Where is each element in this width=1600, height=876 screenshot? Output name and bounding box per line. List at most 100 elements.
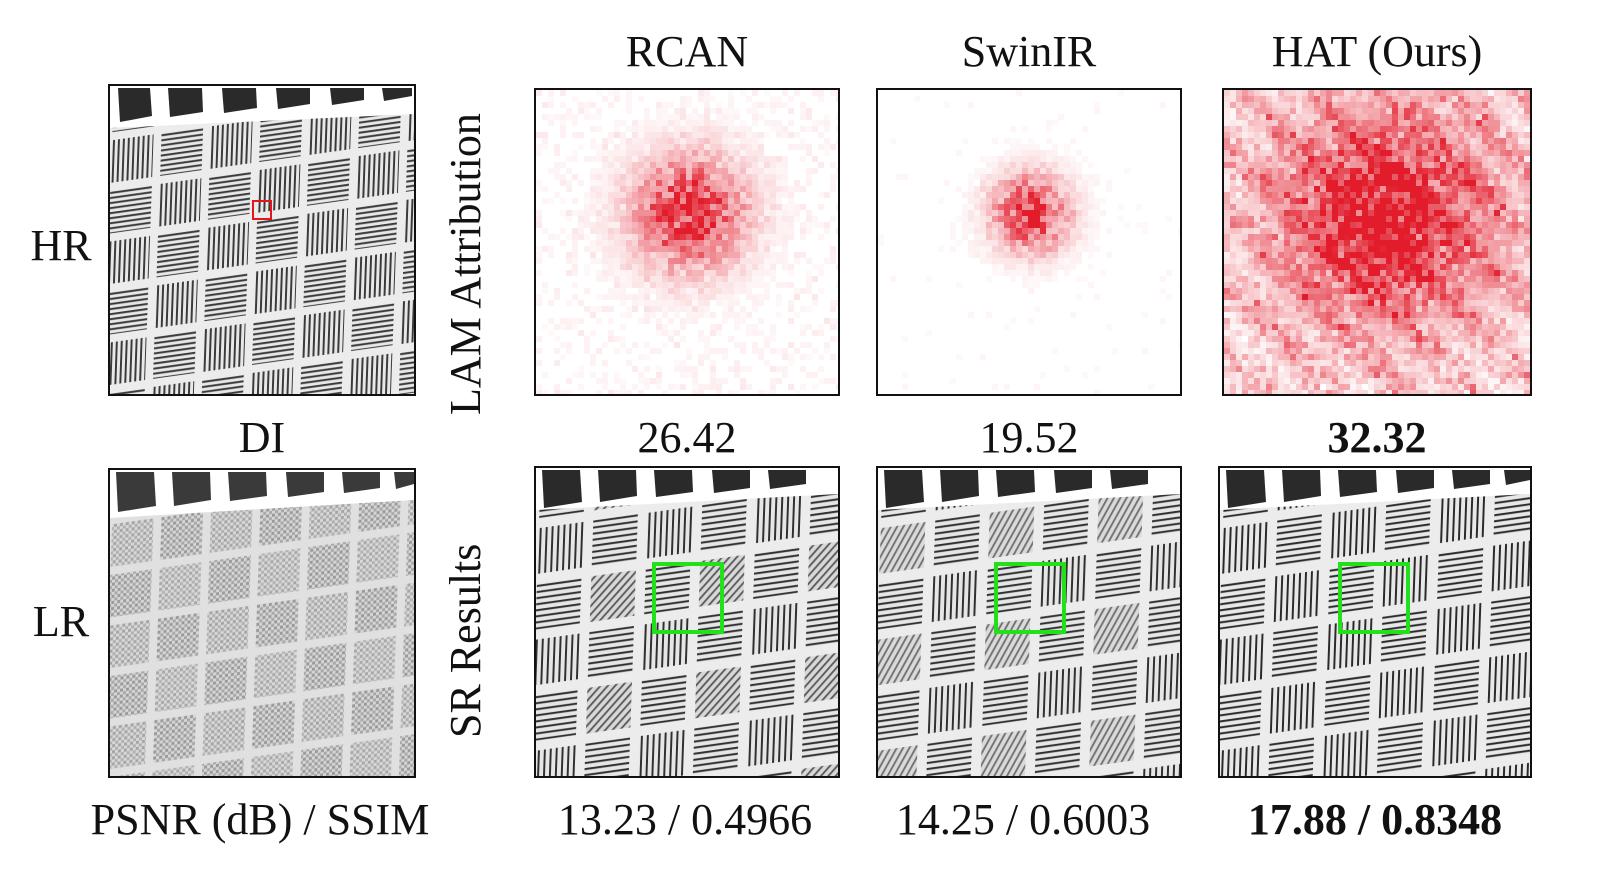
attribution-cell: [992, 174, 998, 180]
attribution-cell: [1284, 276, 1290, 282]
attribution-cell: [776, 312, 782, 318]
attribution-cell: [560, 180, 566, 186]
attribution-cell: [812, 156, 818, 162]
attribution-cell: [722, 222, 728, 228]
attribution-cell: [620, 168, 626, 174]
attribution-cell: [656, 156, 662, 162]
attribution-cell: [734, 198, 740, 204]
attribution-cell: [602, 174, 608, 180]
attribution-cell: [1428, 354, 1434, 360]
attribution-cell: [614, 162, 620, 168]
attribution-cell: [1314, 294, 1320, 300]
attribution-cell: [722, 204, 728, 210]
attribution-cell: [1076, 258, 1082, 264]
attribution-cell: [1458, 348, 1464, 354]
attribution-cell: [1236, 330, 1242, 336]
attribution-cell: [1260, 312, 1266, 318]
attribution-cell: [1518, 300, 1524, 306]
attribution-cell: [728, 216, 734, 222]
attribution-cell: [764, 180, 770, 186]
attribution-cell: [716, 240, 722, 246]
attribution-cell: [794, 216, 800, 222]
attribution-cell: [1482, 258, 1488, 264]
attribution-cell: [668, 306, 674, 312]
attribution-cell: [608, 162, 614, 168]
attribution-cell: [1506, 348, 1512, 354]
attribution-cell: [1476, 234, 1482, 240]
attribution-cell: [770, 216, 776, 222]
attribution-cell: [1506, 216, 1512, 222]
attribution-cell: [716, 102, 722, 108]
attribution-cell: [1518, 264, 1524, 270]
attribution-cell: [1308, 102, 1314, 108]
attribution-cell: [1236, 276, 1242, 282]
attribution-cell: [1290, 216, 1296, 222]
attribution-cell: [602, 252, 608, 258]
attribution-cell: [638, 186, 644, 192]
attribution-cell: [1440, 240, 1446, 246]
attribution-cell: [1236, 252, 1242, 258]
attribution-cell: [704, 138, 710, 144]
attribution-cell: [1290, 258, 1296, 264]
attribution-cell: [776, 378, 782, 384]
attribution-cell: [1320, 318, 1326, 324]
attribution-cell: [1302, 138, 1308, 144]
attribution-cell: [1260, 306, 1266, 312]
attribution-cell: [674, 108, 680, 114]
attribution-cell: [1428, 282, 1434, 288]
attribution-cell: [1362, 270, 1368, 276]
attribution-cell: [656, 210, 662, 216]
attribution-cell: [1242, 318, 1248, 324]
attribution-cell: [1476, 210, 1482, 216]
attribution-cell: [620, 222, 626, 228]
attribution-cell: [716, 138, 722, 144]
attribution-cell: [752, 300, 758, 306]
attribution-cell: [974, 186, 980, 192]
attribution-cell: [770, 120, 776, 126]
attribution-cell: [794, 180, 800, 186]
attribution-cell: [1518, 306, 1524, 312]
attribution-cell: [1350, 258, 1356, 264]
attribution-cell: [608, 174, 614, 180]
attribution-cell: [1440, 216, 1446, 222]
attribution-cell: [1518, 156, 1524, 162]
attribution-cell: [614, 132, 620, 138]
attribution-cell: [1374, 312, 1380, 318]
attribution-cell: [734, 288, 740, 294]
attribution-cell: [548, 300, 554, 306]
attribution-cell: [1344, 96, 1350, 102]
attribution-cell: [542, 372, 548, 378]
attribution-cell: [698, 144, 704, 150]
attribution-cell: [1326, 240, 1332, 246]
attribution-cell: [1248, 180, 1254, 186]
attribution-cell: [572, 264, 578, 270]
attribution-cell: [704, 246, 710, 252]
attribution-cell: [992, 222, 998, 228]
attribution-cell: [674, 114, 680, 120]
attribution-cell: [740, 318, 746, 324]
attribution-cell: [1266, 240, 1272, 246]
attribution-cell: [1224, 318, 1230, 324]
attribution-cell: [1254, 216, 1260, 222]
attribution-cell: [1290, 306, 1296, 312]
attribution-cell: [1338, 168, 1344, 174]
attribution-cell: [1452, 258, 1458, 264]
attribution-cell: [1470, 132, 1476, 138]
attribution-cell: [1434, 114, 1440, 120]
attribution-cell: [1374, 90, 1380, 96]
attribution-cell: [602, 168, 608, 174]
attribution-cell: [1512, 342, 1518, 348]
attribution-cell: [680, 210, 686, 216]
attribution-cell: [1428, 336, 1434, 342]
attribution-cell: [692, 180, 698, 186]
attribution-cell: [644, 342, 650, 348]
attribution-cell: [1272, 336, 1278, 342]
attribution-cell: [782, 90, 788, 96]
attribution-cell: [638, 258, 644, 264]
attribution-cell: [1022, 216, 1028, 222]
attribution-cell: [1088, 234, 1094, 240]
attribution-cell: [1356, 234, 1362, 240]
attribution-cell: [572, 282, 578, 288]
attribution-cell: [1494, 372, 1500, 378]
attribution-cell: [1266, 198, 1272, 204]
